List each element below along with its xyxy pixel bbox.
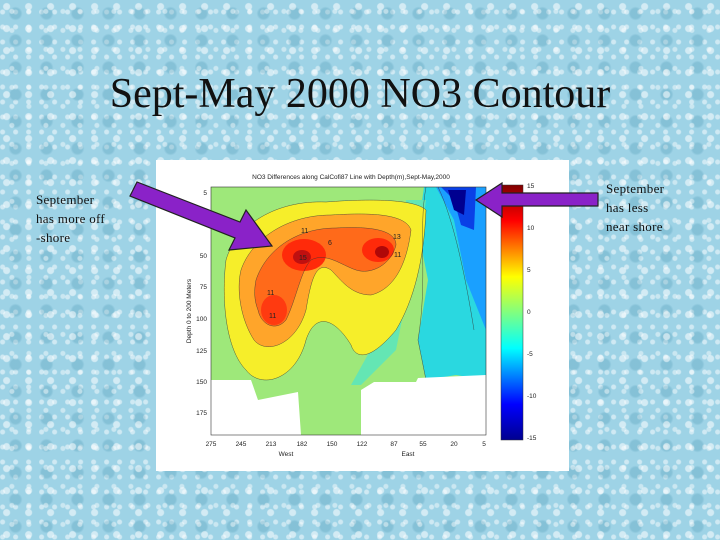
arrow-left-shape [129,181,274,251]
y-tick-label: 100 [196,316,207,323]
contour-label: 6 [328,240,332,247]
arrow-right-shape [474,181,599,219]
x-tick-label: 122 [357,441,368,448]
y-tick-label: 5 [203,190,207,197]
colorbar [500,184,524,441]
x-tick-label: 245 [236,441,247,448]
callout-left-line-1: September [36,192,95,207]
x-tick-label: 5 [482,441,486,448]
y-tick-label: 150 [196,379,207,386]
figure-title: NO3 Differences along CalCofi87 Line wit… [252,174,450,181]
callout-right-line-2: has less [606,200,649,215]
x-axis-label-east: East [401,451,414,458]
contour-label: 11 [267,290,274,297]
colorbar-tick-label: -5 [527,351,533,358]
colorbar-tick-label: 10 [527,225,535,232]
y-axis-label: Depth 0 to 200 Meters [186,278,193,343]
colorbar-tick-label: 15 [527,183,535,190]
x-tick-label: 213 [266,441,277,448]
x-axis-label-west: West [279,451,294,458]
contour-label: 11 [301,228,308,235]
colorbar-tick-label: -10 [527,393,537,400]
y-tick-label: 50 [200,253,208,260]
callout-left-line-3: -shore [36,230,71,245]
callout-right-line-3: near shore [606,219,663,234]
callout-right-line-1: September [606,181,665,196]
contour-label: 13 [393,234,401,241]
contour-label: 15 [299,255,307,262]
x-tick-label: 150 [327,441,338,448]
y-tick-label: 75 [200,284,208,291]
y-tick-label: 175 [196,410,207,417]
slide-title: Sept-May 2000 NO3 Contour [109,71,611,117]
arrow-left [129,181,274,251]
plot-frame [210,186,487,436]
x-tick-label: 20 [450,441,458,448]
x-tick-label: 55 [419,441,427,448]
x-tick-label: 87 [390,441,398,448]
callout-right: September has less near shore [606,179,701,236]
y-tick-label: 125 [196,348,207,355]
x-tick-label: 182 [297,441,308,448]
contour-label: 11 [269,313,276,320]
colorbar-tick-label: -15 [527,435,537,442]
contour-label: 11 [394,252,401,259]
callout-left: September has more off -shore [36,190,126,247]
colorbar-tick-label: 5 [527,267,531,274]
callout-left-line-2: has more off [36,211,106,226]
arrow-right [474,181,599,219]
x-tick-label: 275 [206,441,217,448]
colorbar-tick-label: 0 [527,309,531,316]
